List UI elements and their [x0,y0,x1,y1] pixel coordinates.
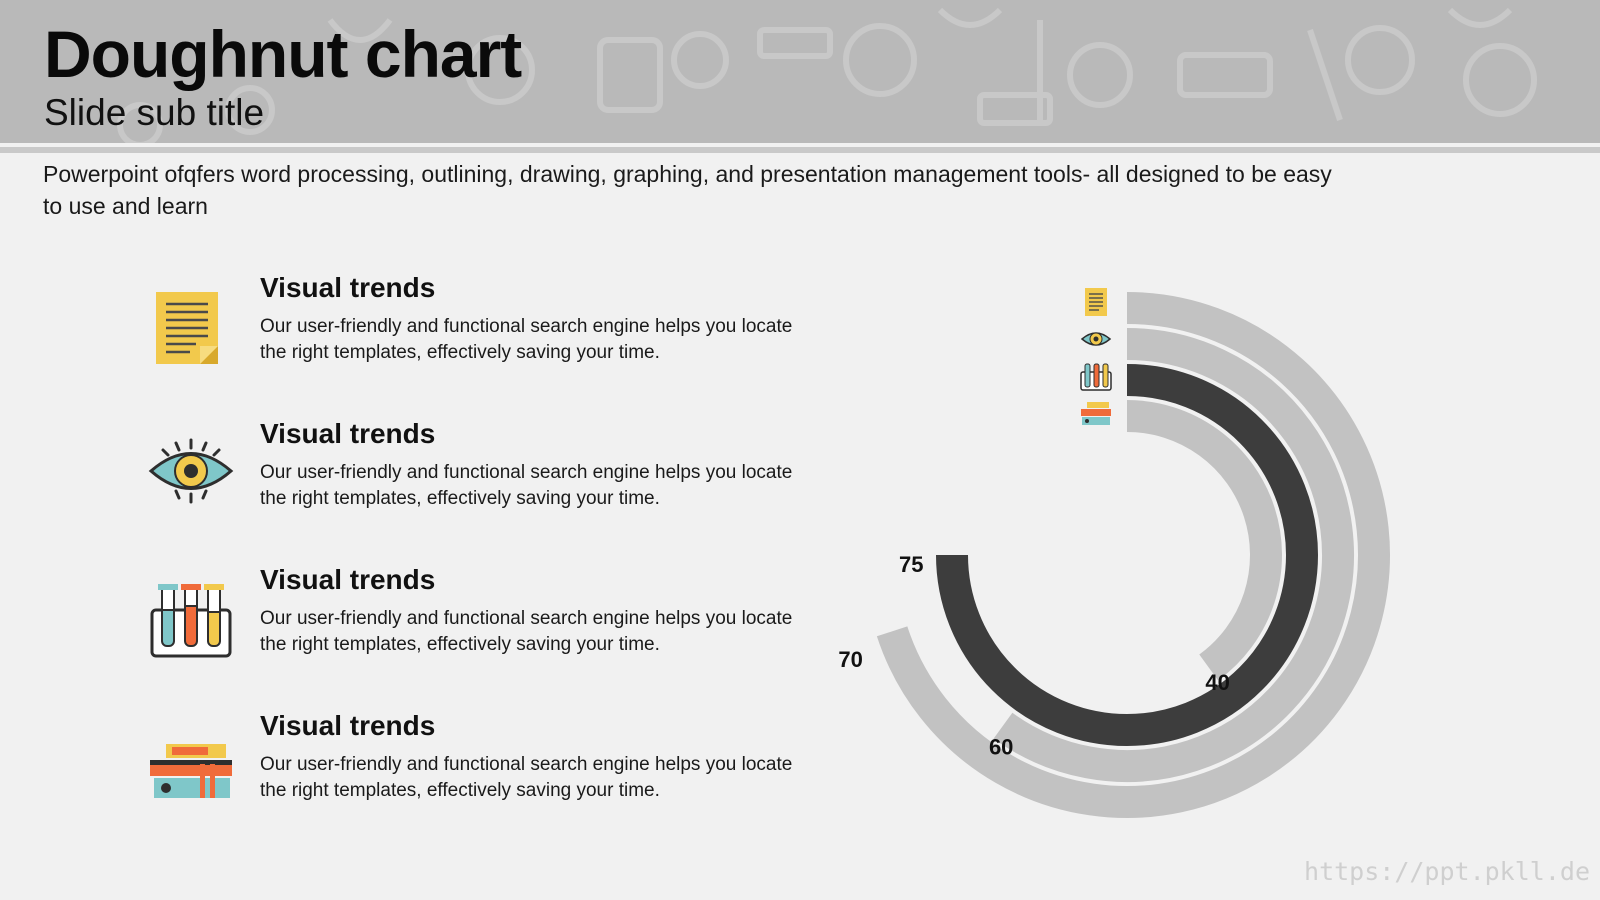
doughnut-chart: 70 60 75 40 [838,270,1440,850]
item-heading: Visual trends [260,272,436,303]
doughnut-ring-2 [993,328,1354,782]
data-label-4: 40 [1205,670,1229,695]
list-item: Visual trends Our user-friendly and func… [148,710,792,820]
doughnut-ring-3 [936,364,1318,746]
test-tubes-icon [1079,359,1113,393]
header-divider [0,147,1600,153]
data-label-2: 60 [989,735,1013,760]
header-banner: Doughnut chart Slide sub title [0,0,1600,143]
item-description: Our user-friendly and functional search … [260,754,793,801]
list-item: Visual trends Our user-friendly and func… [148,418,792,528]
watermark-url: https://ppt.pkll.de [1304,857,1590,886]
item-description: Our user-friendly and functional search … [260,462,793,509]
doughnut-chart-svg: 70 60 75 40 [838,292,1390,818]
eye-icon [148,428,234,514]
list-item: Visual trends Our user-friendly and func… [148,564,792,674]
item-heading: Visual trends [260,418,436,449]
item-description: Our user-friendly and functional search … [260,608,793,655]
eye-icon [1079,322,1113,356]
list-item: Visual trends Our user-friendly and func… [148,272,792,382]
notepad-icon [148,282,234,368]
item-description: Our user-friendly and functional search … [260,316,793,363]
slide-subtitle: Slide sub title [44,92,265,133]
test-tubes-icon [148,574,234,660]
doughnut-ring-4 [1126,400,1282,681]
item-heading: Visual trends [260,710,436,741]
books-icon [1079,396,1113,430]
doughnut-ring-1 [876,292,1390,818]
notepad-icon [1079,285,1113,319]
item-heading: Visual trends [260,564,436,595]
data-label-1: 70 [838,647,862,672]
science-pattern-background [117,7,1537,143]
data-label-3: 75 [899,552,923,577]
intro-paragraph: Powerpoint ofqfers word processing, outl… [43,161,1332,219]
slide-title: Doughnut chart [44,17,522,91]
books-icon [148,720,234,806]
